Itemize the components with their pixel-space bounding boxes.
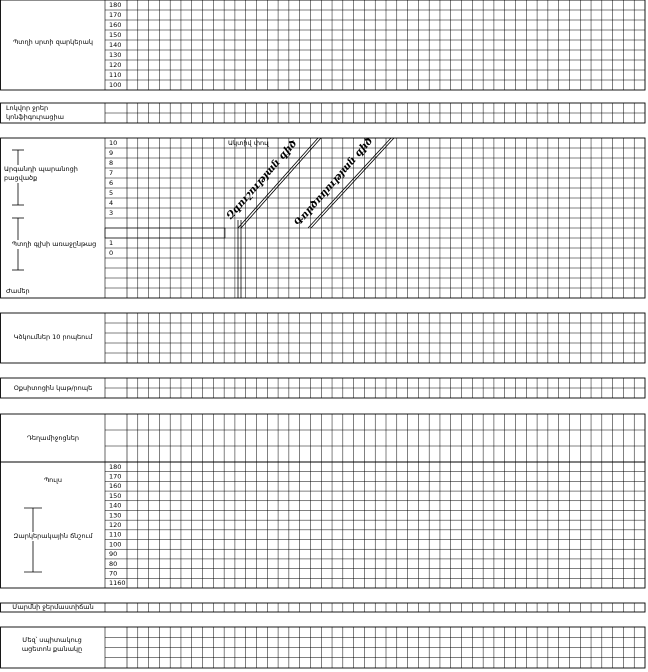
scale-label: 1 (109, 239, 113, 247)
line-label: Զգուշության գիծ (225, 138, 300, 222)
label: Պտղի սրտի զարկերակ (13, 38, 93, 46)
label: Զարկերակային ճնշում (4, 532, 102, 541)
section-box (0, 0, 646, 91)
scale-label: 4 (109, 199, 113, 207)
scale-label: 1160 (109, 579, 126, 587)
section-box (0, 102, 646, 124)
scale-label: 6 (109, 179, 113, 187)
scale-label: 120 (109, 521, 121, 529)
section-box (0, 137, 646, 299)
scale-label: 100 (109, 81, 121, 89)
scale-label: 5 (109, 189, 113, 197)
scale-label: 8 (109, 159, 113, 167)
rule (240, 137, 322, 229)
line-label: Գործողության գիծ (293, 136, 376, 229)
scale-label: 160 (109, 21, 121, 29)
label: Ժամեր (6, 287, 30, 295)
scale-label: 170 (109, 473, 121, 481)
scale-label: 9 (109, 149, 113, 157)
scale-label: 130 (109, 511, 121, 519)
latent-cell (104, 227, 226, 239)
label: Լոկվոր ջրեր կոնֆիգուրացիա (6, 104, 64, 121)
label: Օքսիտոցին կաթ/րոպե (13, 384, 93, 392)
label: Արգանդի պարանոցի բացվածք (4, 165, 94, 183)
scale-label: 150 (109, 492, 121, 500)
label: Դեղամիջոցներ (27, 434, 79, 442)
label: Պտղի գլխի առաջընթաց (4, 240, 104, 249)
scale-label: 110 (109, 531, 121, 539)
scale-label: 180 (109, 463, 121, 471)
section-box (0, 626, 646, 669)
scale-label: 120 (109, 61, 121, 69)
active-label: Ակտիվ փուլ (228, 139, 269, 147)
scale-label: 100 (109, 540, 121, 548)
rule (307, 137, 392, 229)
section-box (0, 413, 646, 463)
scale-label: 170 (109, 11, 121, 19)
scale-label: 150 (109, 31, 121, 39)
scale-label: 70 (109, 569, 117, 577)
scale-label: 80 (109, 560, 117, 568)
scale-label: 3 (109, 209, 113, 217)
label: Մարմնի ջերմաստիճան (12, 603, 94, 611)
section-box (0, 602, 646, 613)
brackets (12, 149, 42, 573)
section-box (0, 377, 646, 399)
scale-label: 7 (109, 169, 113, 177)
scale-label: 160 (109, 482, 121, 490)
scale-label: 130 (109, 51, 121, 59)
scale-label: 0 (109, 249, 113, 257)
section-box (0, 312, 646, 364)
label: Կծկումներ 10 րոպեում (13, 333, 93, 341)
label: Պուլս (43, 476, 63, 484)
scale-label: 10 (109, 139, 117, 147)
scale-label: 180 (109, 1, 121, 9)
label: Մեզ՝ սպիտակուց ացետոն քանակը (21, 636, 83, 653)
scale-label: 110 (109, 71, 121, 79)
scale-label: 90 (109, 550, 117, 558)
rule (310, 137, 395, 229)
scale-label: 140 (109, 41, 121, 49)
scale-label: 140 (109, 502, 121, 510)
